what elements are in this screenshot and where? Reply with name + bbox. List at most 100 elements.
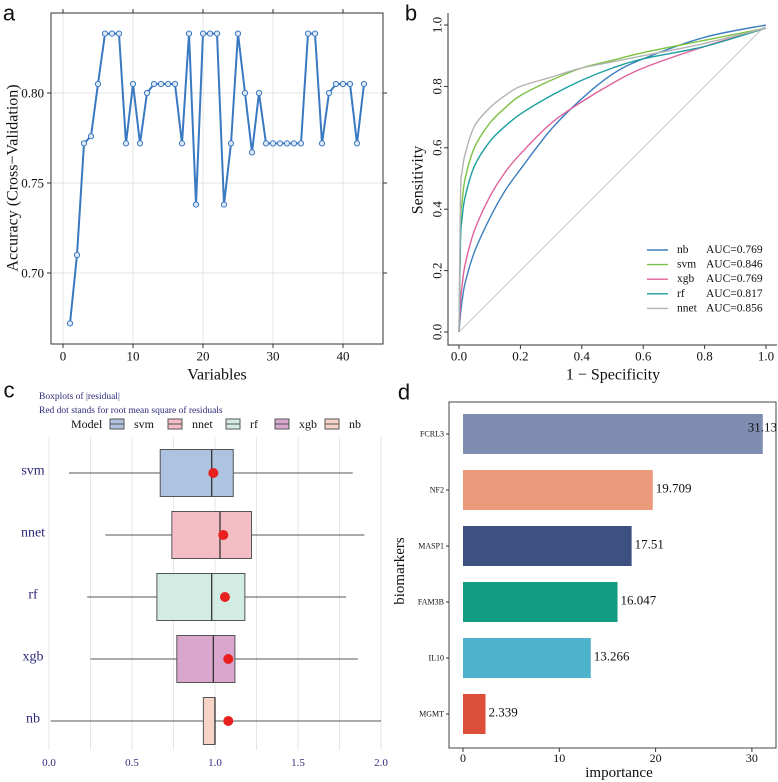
roc-curve-svm [458,27,767,333]
data-point [213,30,221,37]
data-point [94,80,102,88]
plot-title: Boxplots of |residual| [39,391,120,402]
legend-auc-nb: AUC=0.769 [706,244,763,256]
legend-label-nnet: nnet [677,302,698,314]
data-point [283,140,291,147]
legend-label-xgb: xgb [677,273,695,285]
x-tick-label: 1.0 [208,757,222,769]
data-point [80,140,88,147]
data-point [360,80,368,88]
y-tick-label: NF2 [430,486,444,495]
data-point [339,80,347,88]
y-tick-label: FAM3B [418,598,444,607]
box-nnet [171,511,253,559]
bar-FAM3B [463,582,618,622]
data-point [122,140,130,147]
data-point [157,80,165,88]
plot-border [50,12,384,345]
y-tick-label: 0.2 [430,262,445,278]
data-point [101,30,109,37]
y-tick-label: 0.75 [21,176,44,191]
x-tick-label: 40 [337,349,350,364]
data-point [164,80,172,88]
x-tick-label: 20 [650,751,662,765]
data-point [129,80,137,88]
data-point [136,140,144,147]
y-tick-label: MASP1 [418,542,444,551]
y-tick-label: FCRL3 [420,430,444,439]
y-tick-label-nb: nb [26,712,40,727]
x-tick-label: 10 [127,349,140,364]
roc-curve-nnet [458,27,767,333]
roc-curve-rf [458,27,767,333]
plot-border [448,401,777,749]
data-point [276,140,284,147]
legend-label-rf: rf [677,288,685,300]
y-tick-label-xgb: xgb [23,650,44,665]
x-tick-label: 10 [553,751,565,765]
x-tick-label: 0.8 [696,349,712,364]
legend-auc-rf: AUC=0.817 [706,288,763,300]
bar-value-label: 31.13 [748,420,777,435]
x-tick-label: 0.4 [574,349,591,364]
y-tick-label: 0.0 [430,324,445,340]
rms-dot-nnet [218,530,229,540]
x-tick-label: 30 [746,751,758,765]
legend-title: Model [71,417,103,431]
panel-label-b: b [405,1,417,26]
bar-IL10 [463,638,591,678]
data-point [143,89,151,97]
x-tick-label: 20 [197,349,210,364]
x-tick-label: 0 [460,751,466,765]
data-point [73,251,81,259]
data-point [150,80,158,88]
data-point [346,80,354,88]
bar-MASP1 [463,526,632,566]
y-tick-label: 0.6 [430,139,445,156]
y-tick-label-nnet: nnet [21,526,45,541]
x-tick-label: 0.5 [125,757,139,769]
bar-value-label: 2.339 [489,705,518,720]
data-point [304,30,312,37]
legend-label-svm: svm [134,417,155,431]
legend-auc-xgb: AUC=0.769 [706,273,763,285]
legend-auc-svm: AUC=0.846 [706,259,763,271]
y-tick-label: 0.8 [430,78,445,94]
panel-c-residual-boxplot: Boxplots of |residual| Red dot stands for… [21,391,388,769]
panel-a-accuracy-plot: 0 10 20 30 40 0.70 0.75 0.80 Variables Accuracy (… [5,9,387,384]
y-tick-label: MGMT [419,710,444,719]
bar-MGMT [463,694,486,734]
data-point [248,149,256,156]
axis-lines [447,13,777,346]
data-point [108,30,116,37]
rms-dot-xgb [223,654,234,664]
x-axis-label: 1 − Specificity [566,367,660,384]
y-tick-label-svm: svm [21,464,44,479]
bar-value-label: 16.047 [621,593,657,608]
data-point [227,140,235,147]
y-tick-label: 0.80 [21,86,44,101]
data-point [234,30,242,37]
x-tick-label: 0.0 [42,757,56,769]
data-point [353,140,361,147]
data-point [311,30,319,37]
rms-dot-rf [219,592,230,602]
data-point [199,30,207,37]
plot-subtitle: Red dot stands for root mean square of r… [39,405,223,416]
x-tick-label: 0.0 [451,349,467,364]
box-nb [202,697,216,745]
rms-dot-nb [223,716,234,726]
y-tick-label: IL10 [428,654,444,663]
box-rf [156,573,246,621]
legend-label-xgb: xgb [299,417,317,431]
data-point [262,140,270,147]
bar-NF2 [463,470,653,510]
y-tick-label: 0.4 [430,201,445,218]
bar-value-label: 17.51 [635,537,664,552]
data-point [241,89,249,97]
legend-label-nb: nb [349,417,361,431]
panel-b-roc-plot: 0.0 0.0 0.2 0.2 0.4 0.4 0.6 0.6 0.8 0.8 1.0 1.0 1 − … [410,13,777,384]
x-tick-label: 0.2 [512,349,528,364]
panel-d-importance-bar: 0 10 20 30 importance biomarkers FCRL3 31.13 NF2… [392,401,777,781]
